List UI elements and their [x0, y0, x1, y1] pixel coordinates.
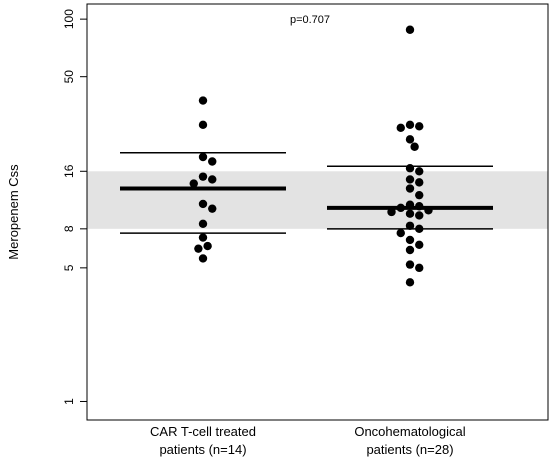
data-point — [415, 263, 424, 273]
data-point — [405, 184, 415, 193]
data-point — [189, 179, 198, 188]
data-point — [415, 240, 424, 250]
p-value-annotation: p=0.707 — [290, 14, 330, 26]
y-tick-label: 8 — [62, 225, 76, 232]
data-point — [198, 219, 208, 228]
data-point — [415, 202, 424, 211]
data-point — [405, 221, 415, 230]
data-point — [198, 120, 208, 130]
data-point — [208, 204, 217, 213]
data-point — [198, 96, 208, 105]
data-point — [405, 135, 415, 144]
data-point — [405, 200, 415, 209]
data-point — [198, 199, 208, 209]
data-point — [405, 164, 415, 173]
data-point — [396, 228, 405, 238]
y-tick-label: 50 — [62, 70, 76, 84]
data-point — [396, 203, 405, 213]
data-point — [405, 245, 415, 255]
data-point — [208, 175, 217, 184]
data-point — [405, 120, 415, 130]
data-point — [415, 224, 424, 234]
data-point — [203, 241, 212, 251]
data-point — [424, 206, 433, 215]
x-label-group2-line2: patients (n=28) — [366, 442, 453, 457]
data-point — [415, 211, 424, 220]
y-tick-label: 5 — [62, 264, 76, 271]
data-point — [198, 152, 208, 162]
data-point — [198, 233, 208, 242]
data-point — [405, 25, 415, 34]
y-tick-label: 1 — [62, 398, 76, 405]
plot-frame — [86, 3, 549, 421]
y-tick-label: 16 — [62, 164, 76, 178]
data-point — [405, 278, 415, 287]
data-point — [198, 172, 208, 181]
data-point — [415, 122, 424, 131]
data-point — [405, 175, 415, 184]
y-axis-label: Meropenem Css — [6, 164, 21, 260]
data-point — [410, 142, 419, 151]
x-label-group1-line2: patients (n=14) — [159, 442, 246, 457]
data-point — [415, 167, 424, 176]
x-label-group1-line1: CAR T-cell treated — [150, 424, 256, 439]
data-point — [396, 123, 405, 133]
data-point — [387, 207, 396, 217]
data-point — [405, 260, 415, 269]
data-point — [198, 254, 208, 263]
data-point — [405, 235, 415, 245]
data-point — [405, 209, 415, 218]
data-point — [194, 244, 203, 253]
data-point — [415, 190, 424, 200]
reference-band — [87, 171, 548, 229]
y-tick-label: 100 — [62, 9, 76, 29]
x-label-group2-line1: Oncohematological — [354, 424, 465, 439]
data-point — [415, 178, 424, 187]
data-point — [208, 157, 217, 166]
